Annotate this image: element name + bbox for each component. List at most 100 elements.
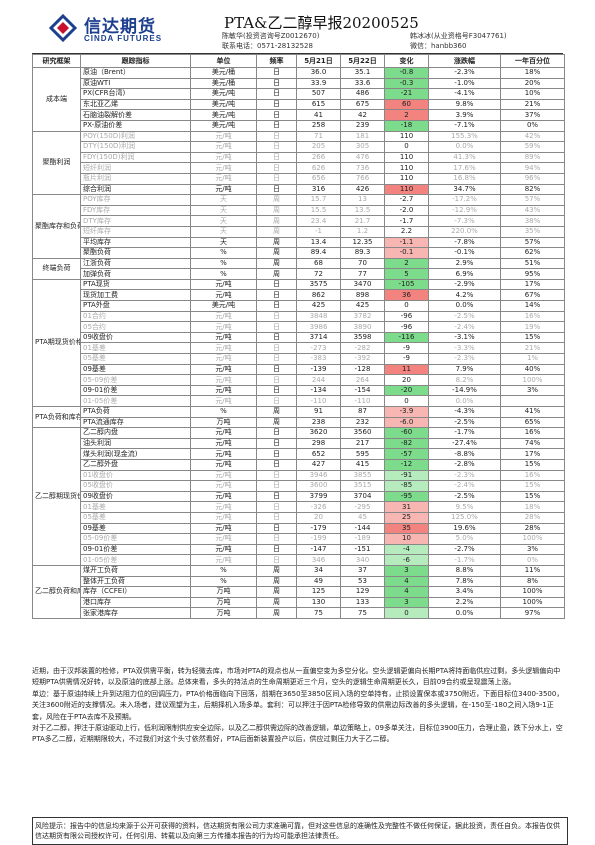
value-cell: 239	[340, 119, 385, 132]
value-cell: 155.3%	[428, 130, 501, 143]
value-cell: 美元/吨	[190, 109, 257, 121]
value-cell: 万吨	[190, 416, 257, 429]
value-cell: 862	[296, 289, 341, 302]
value-cell: 33.9	[296, 77, 341, 90]
value-cell: -2.3%	[428, 469, 501, 482]
indicator-name-cell: 平均库存	[80, 236, 191, 249]
value-cell: 100%	[500, 586, 565, 598]
value-cell: 20%	[500, 77, 565, 90]
table-row: 聚酯库存和负荷 POY库存天周 15.7 13 -2.7 -17.2% 57%	[32, 194, 565, 259]
value-cell: 19%	[500, 321, 565, 333]
value-cell: 日	[256, 554, 297, 566]
value-cell: -3.3%	[428, 342, 501, 355]
value-cell: 日	[256, 522, 297, 535]
value-cell: 周	[256, 225, 297, 238]
table-row: 05收盘价 元/吨日 3600 3515 -85 -2.4% 15%	[33, 480, 565, 492]
value-cell: 35%	[500, 225, 565, 238]
table-row: 港口库存 万吨周 130 133 3 2.2% 100%	[33, 596, 565, 609]
value-cell: 3%	[500, 384, 565, 397]
value-cell: -2.8%	[428, 458, 501, 471]
value-cell: 16%	[500, 469, 565, 482]
value-cell: -392	[340, 353, 385, 365]
indicator-name-cell: 01基差	[80, 501, 191, 513]
value-cell: 元/吨	[190, 448, 257, 460]
value-cell: 元/吨	[190, 384, 257, 397]
value-cell: -179	[296, 522, 341, 535]
value-cell: 28%	[500, 511, 565, 524]
logo-text-cn: 信达期货	[84, 17, 156, 37]
value-cell: 0.0%	[428, 395, 501, 407]
value-cell: 486	[340, 88, 385, 100]
value-cell: 31	[384, 501, 429, 513]
value-cell: 244	[296, 374, 341, 386]
table-row: 05基差 元/吨日 -383 -392 -9 -2.3% 1%	[33, 353, 565, 365]
value-cell: 34	[296, 564, 341, 577]
value-cell: 305	[340, 141, 385, 153]
commentary-paragraph: 单边：基于原油持续上升到达阻力位的回调压力，PTA价格面临向下回落，前期在365…	[32, 689, 564, 721]
value-cell: 3575	[296, 278, 341, 291]
category-cell: 乙二醇期现货价格和价差	[32, 427, 81, 566]
value-cell: 日	[256, 342, 297, 355]
table-row: 01合约 元/吨日 3848 3782 -96 -2.5% 16%	[33, 310, 565, 323]
value-cell: -4.3%	[428, 406, 501, 418]
table-row: 短纤库存天周 -1 1.2 2.2 220.0% 35%	[33, 225, 565, 238]
value-cell: -27.4%	[428, 437, 501, 450]
value-cell: 天	[190, 236, 257, 249]
value-cell: -1.7	[384, 215, 429, 227]
value-cell: 110	[384, 151, 429, 164]
indicator-name-cell: 乙二醇外盘	[80, 458, 191, 471]
value-cell: 8%	[500, 575, 565, 588]
value-cell: 2	[384, 257, 429, 270]
value-cell: 3	[384, 564, 429, 577]
value-cell: 美元/吨	[190, 119, 257, 132]
value-cell: 周	[256, 596, 297, 609]
indicator-name-cell: DTY库存	[80, 215, 191, 227]
value-cell: -20	[384, 384, 429, 397]
value-cell: 元/吨	[190, 353, 257, 365]
value-cell: -199	[296, 533, 341, 545]
value-cell: 346	[296, 554, 341, 566]
value-cell: 13	[340, 194, 385, 206]
value-cell: 20	[384, 374, 429, 386]
value-cell: -326	[296, 501, 341, 513]
value-cell: %	[190, 247, 257, 259]
value-cell: -2.4%	[428, 321, 501, 333]
value-cell: 日	[256, 501, 297, 513]
value-cell: 天	[190, 204, 257, 217]
value-cell: 316	[296, 183, 341, 196]
value-cell: 0.0%	[428, 141, 501, 153]
value-cell: 97%	[500, 607, 565, 619]
value-cell: 2.2%	[428, 596, 501, 609]
value-cell: 6.9%	[428, 268, 501, 280]
value-cell: 19.6%	[428, 522, 501, 535]
company-logo: 信达期货 CINDA FUTURES	[44, 12, 194, 46]
value-cell: 0	[384, 395, 429, 407]
value-cell: 615	[296, 98, 341, 111]
value-cell: -1.7%	[428, 554, 501, 566]
value-cell: 周	[256, 406, 297, 418]
category-cell: 聚酯库存和负荷	[32, 194, 81, 259]
value-cell: 100%	[500, 596, 565, 609]
value-cell: 日	[256, 77, 297, 90]
indicator-name-cell: 05合约	[80, 321, 191, 333]
value-cell: 日	[256, 162, 297, 174]
value-cell: -154	[340, 384, 385, 397]
header-divider	[32, 53, 563, 54]
value-cell: 日	[256, 300, 297, 312]
value-cell: 周	[256, 257, 297, 270]
value-cell: 42	[340, 109, 385, 121]
value-cell: -295	[340, 501, 385, 513]
value-cell: 656	[296, 172, 341, 185]
value-cell: -6.0	[384, 416, 429, 429]
value-cell: 266	[296, 151, 341, 164]
value-cell: 57%	[500, 194, 565, 206]
value-cell: 周	[256, 564, 297, 577]
value-cell: 3.9%	[428, 109, 501, 121]
value-cell: -1.0%	[428, 77, 501, 90]
value-cell: 41	[296, 109, 341, 121]
value-cell: 日	[256, 172, 297, 185]
table-row: 09收盘价 元/吨日 3714 3598 -116 -3.1% 15%	[33, 331, 565, 344]
value-cell: 元/吨	[190, 141, 257, 153]
value-cell: 日	[256, 511, 297, 524]
